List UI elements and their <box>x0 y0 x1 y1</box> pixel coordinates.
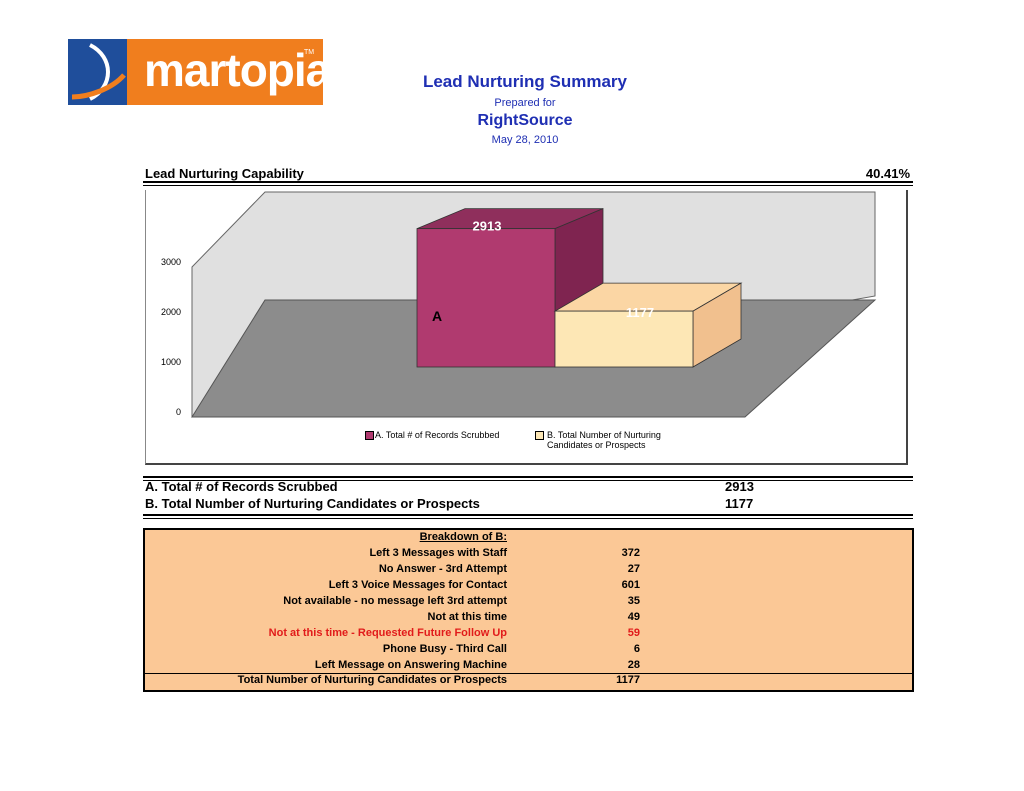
lead-chart: 3000 2000 1000 0 2913 A 1177 <box>161 191 877 418</box>
legend-item-a: A. Total # of Records Scrubbed <box>365 430 499 440</box>
data-label-A: 2913 <box>473 219 502 234</box>
data-label-B: 1177 <box>626 305 654 320</box>
breakdown-row-label: Left 3 Voice Messages for Contact <box>328 579 507 591</box>
martopia-logo: martopia TM <box>68 39 323 105</box>
breakdown-row-value: 27 <box>627 563 640 575</box>
report-title: Lead Nurturing Summary <box>422 72 628 91</box>
legend-swatch-b <box>535 431 544 440</box>
totals-divider <box>143 476 913 481</box>
breakdown-row-value: 372 <box>621 547 640 559</box>
breakdown-row-value: 35 <box>627 595 640 607</box>
breakdown-row-value: 28 <box>627 659 640 671</box>
breakdown-row-value: 59 <box>627 627 640 639</box>
logo-wordmark: martopia <box>144 44 323 96</box>
breakdown-row-value: 49 <box>627 611 640 623</box>
report-date: May 28, 2010 <box>491 134 559 146</box>
breakdown-heading: Breakdown of B: <box>419 531 507 543</box>
breakdown-row: Not available - no message left 3rd atte… <box>145 595 912 611</box>
breakdown-row: Not at this time - Requested Future Foll… <box>145 627 912 643</box>
breakdown-row-label: Phone Busy - Third Call <box>382 643 507 655</box>
breakdown-row: Left 3 Messages with Staff 372 <box>145 547 912 563</box>
logo-swoosh-band <box>68 39 127 105</box>
y-tick-label: 0 <box>176 407 181 417</box>
breakdown-row-label: Left Message on Answering Machine <box>314 659 507 671</box>
breakdown-row-value: 601 <box>621 579 640 591</box>
capability-value: 40.41% <box>865 166 910 181</box>
bar-B <box>554 310 694 368</box>
breakdown-total-label: Total Number of Nurturing Candidates or … <box>237 674 507 686</box>
breakdown-heading-row: Breakdown of B: <box>145 531 912 547</box>
breakdown-row: Not at this time 49 <box>145 611 912 627</box>
capability-divider <box>143 181 913 186</box>
breakdown-total-value: 1177 <box>616 674 640 686</box>
logo-trademark: TM <box>304 49 315 56</box>
breakdown-row-value: 6 <box>633 643 640 655</box>
breakdown-row: Left Message on Answering Machine 28 <box>145 659 912 675</box>
total-b-label: B. Total Number of Nurturing Candidates … <box>145 496 480 511</box>
breakdown-row-label: Not at this time - Requested Future Foll… <box>268 627 507 639</box>
total-a-value: 2913 <box>725 479 754 494</box>
capability-label: Lead Nurturing Capability <box>145 166 304 181</box>
breakdown-table: Breakdown of B: Left 3 Messages with Sta… <box>143 528 914 692</box>
totals-bottom-divider <box>143 514 913 519</box>
breakdown-row: No Answer - 3rd Attempt 27 <box>145 563 912 579</box>
client-name: RightSource <box>477 112 573 129</box>
breakdown-row: Left 3 Voice Messages for Contact 601 <box>145 579 912 595</box>
legend-swatch-a <box>365 431 374 440</box>
bar-A <box>416 228 556 368</box>
total-a-label: A. Total # of Records Scrubbed <box>145 479 338 494</box>
breakdown-total-row: Total Number of Nurturing Candidates or … <box>145 673 912 691</box>
category-marker-A: A <box>432 308 442 324</box>
chart-frame <box>145 190 908 465</box>
y-tick-label: 3000 <box>161 257 181 267</box>
y-tick-label: 2000 <box>161 307 181 317</box>
breakdown-row-label: Not at this time <box>427 611 507 623</box>
breakdown-row-label: No Answer - 3rd Attempt <box>378 563 507 575</box>
legend-item-b: B. Total Number of Nurturing Candidates … <box>535 430 661 450</box>
breakdown-row-label: Not available - no message left 3rd atte… <box>283 595 507 607</box>
legend-label-a: A. Total # of Records Scrubbed <box>375 430 500 440</box>
legend-label-b-line2: Candidates or Prospects <box>547 440 646 450</box>
total-b-value: 1177 <box>725 496 754 511</box>
breakdown-row: Phone Busy - Third Call 6 <box>145 643 912 659</box>
legend-label-b: B. Total Number of Nurturing <box>547 430 661 440</box>
y-tick-label: 1000 <box>161 357 181 367</box>
breakdown-row-label: Left 3 Messages with Staff <box>369 547 507 559</box>
swoosh-icon <box>71 43 126 101</box>
prepared-for-label: Prepared for <box>494 97 556 109</box>
